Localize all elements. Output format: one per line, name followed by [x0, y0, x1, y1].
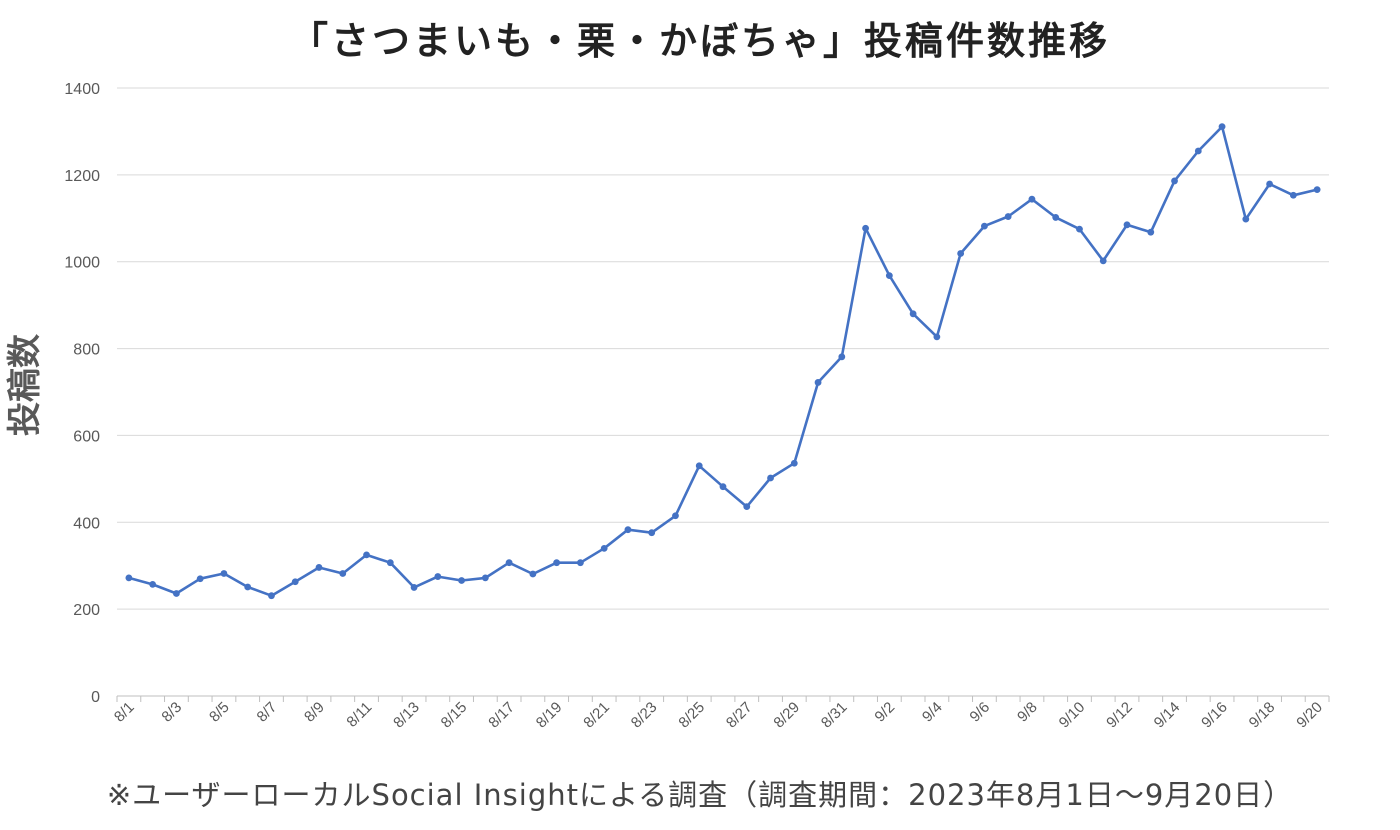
data-point [481, 574, 489, 582]
data-point [386, 559, 394, 567]
x-tick-label: 8/27 [723, 699, 756, 732]
data-point [125, 574, 133, 582]
x-tick-label: 8/29 [770, 699, 803, 732]
y-axis-label: 投稿数 [5, 334, 45, 436]
data-point [1194, 147, 1202, 155]
y-axis-ticks: 0 200 400 600 800 1000 1200 1400 [64, 81, 100, 706]
y-tick-label: 800 [73, 342, 100, 359]
data-point [1242, 215, 1250, 223]
data-point [244, 583, 252, 591]
x-tick-label: 8/23 [628, 699, 661, 732]
x-tick-label: 8/25 [675, 699, 708, 732]
data-point [957, 250, 965, 257]
data-point [149, 580, 157, 588]
x-tick-label: 8/11 [343, 699, 375, 731]
data-point [862, 224, 869, 232]
data-point [458, 577, 465, 584]
x-tick-label: 8/3 [158, 699, 185, 726]
data-point [1004, 213, 1012, 220]
data-point [814, 379, 822, 386]
data-point [648, 529, 656, 537]
x-tick-label: 9/14 [1151, 699, 1184, 732]
x-tick-label: 8/5 [206, 699, 233, 726]
series-line [125, 123, 1321, 600]
chart-title: 「さつまいも・栗・かぼちゃ」投稿件数推移 [289, 19, 1110, 63]
data-point [196, 575, 204, 583]
data-point [1289, 191, 1297, 199]
data-point [1171, 177, 1178, 185]
x-tick-label: 9/4 [919, 699, 946, 726]
data-point [1099, 257, 1107, 265]
series-path [128, 125, 1318, 598]
x-tick-label: 8/13 [390, 699, 423, 732]
x-tick-label: 9/8 [1014, 699, 1041, 726]
data-point [173, 590, 180, 597]
data-point [291, 578, 299, 586]
data-point [434, 573, 442, 580]
data-point [505, 559, 513, 567]
data-point [1123, 221, 1131, 229]
y-tick-label: 1200 [64, 168, 100, 185]
x-tick-label: 8/17 [485, 699, 518, 732]
y-tick-label: 1000 [64, 255, 100, 272]
x-tick-label: 9/2 [871, 699, 898, 726]
data-point [672, 512, 679, 520]
x-tick-label: 9/6 [966, 699, 993, 726]
x-tick-label: 9/10 [1056, 699, 1089, 732]
data-point [529, 570, 537, 578]
data-point [695, 462, 703, 470]
data-point [410, 584, 418, 591]
x-tick-label: 8/1 [111, 699, 138, 726]
data-point [220, 570, 228, 577]
data-point [1313, 186, 1321, 194]
data-point [909, 310, 917, 318]
data-point [363, 551, 370, 559]
data-point [600, 544, 608, 552]
data-point [790, 459, 798, 467]
y-tick-label: 400 [73, 515, 100, 532]
data-point [743, 503, 751, 511]
x-tick-label: 8/7 [254, 699, 281, 726]
y-tick-label: 0 [91, 689, 100, 706]
x-tick-label: 9/16 [1198, 699, 1231, 732]
footnote: ※ユーザーローカルSocial Insightによる調査（調査期間：2023年8… [106, 778, 1294, 812]
x-tick-label: 9/20 [1293, 699, 1326, 732]
x-tick-label: 8/19 [533, 699, 566, 732]
data-point [1028, 195, 1036, 203]
data-point [1052, 214, 1060, 221]
y-tick-label: 600 [73, 428, 100, 445]
data-point [767, 474, 774, 482]
data-point [1266, 180, 1273, 188]
x-tick-label: 9/12 [1103, 699, 1136, 732]
data-point [981, 222, 988, 230]
x-tick-label: 8/31 [818, 699, 851, 732]
x-tick-label: 8/9 [301, 699, 328, 726]
data-point [315, 564, 323, 571]
data-point [719, 483, 727, 491]
data-point [339, 570, 347, 577]
gridlines [117, 87, 1329, 610]
x-tick-label: 8/21 [580, 699, 613, 732]
y-tick-label: 1400 [64, 81, 100, 98]
data-point [1147, 228, 1155, 236]
x-tick-label: 8/15 [438, 699, 471, 732]
y-tick-label: 200 [73, 602, 100, 619]
data-point [1218, 123, 1226, 131]
data-point [885, 272, 893, 280]
data-point [268, 592, 275, 600]
data-point [933, 333, 941, 341]
data-point [577, 559, 584, 567]
data-point [838, 353, 846, 361]
data-point [624, 526, 632, 534]
data-point [553, 559, 561, 567]
data-point [1076, 225, 1083, 233]
x-tick-label: 9/18 [1246, 699, 1279, 732]
x-axis: 8/1 8/3 8/5 8/7 8/9 8/11 8/13 8/15 8/17 8/19 8/21 8… [111, 695, 1330, 732]
